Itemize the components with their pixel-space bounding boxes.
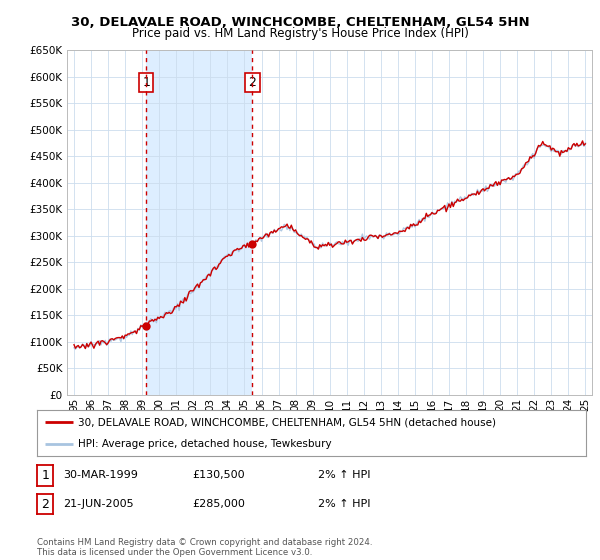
Text: 21-JUN-2005: 21-JUN-2005 xyxy=(63,499,134,509)
Text: 2% ↑ HPI: 2% ↑ HPI xyxy=(318,499,371,509)
Text: 2: 2 xyxy=(41,497,49,511)
Text: 2: 2 xyxy=(248,76,256,88)
Bar xyxy=(146,50,253,395)
Text: Contains HM Land Registry data © Crown copyright and database right 2024.
This d: Contains HM Land Registry data © Crown c… xyxy=(37,538,373,557)
Text: 30, DELAVALE ROAD, WINCHCOMBE, CHELTENHAM, GL54 5HN: 30, DELAVALE ROAD, WINCHCOMBE, CHELTENHA… xyxy=(71,16,529,29)
Text: £285,000: £285,000 xyxy=(192,499,245,509)
Text: 30-MAR-1999: 30-MAR-1999 xyxy=(63,470,138,480)
Text: 1: 1 xyxy=(142,76,150,88)
Text: Price paid vs. HM Land Registry's House Price Index (HPI): Price paid vs. HM Land Registry's House … xyxy=(131,27,469,40)
Text: £130,500: £130,500 xyxy=(192,470,245,480)
Text: HPI: Average price, detached house, Tewkesbury: HPI: Average price, detached house, Tewk… xyxy=(79,439,332,449)
Text: 2% ↑ HPI: 2% ↑ HPI xyxy=(318,470,371,480)
Text: 1: 1 xyxy=(41,469,49,482)
Text: 30, DELAVALE ROAD, WINCHCOMBE, CHELTENHAM, GL54 5HN (detached house): 30, DELAVALE ROAD, WINCHCOMBE, CHELTENHA… xyxy=(79,417,496,427)
